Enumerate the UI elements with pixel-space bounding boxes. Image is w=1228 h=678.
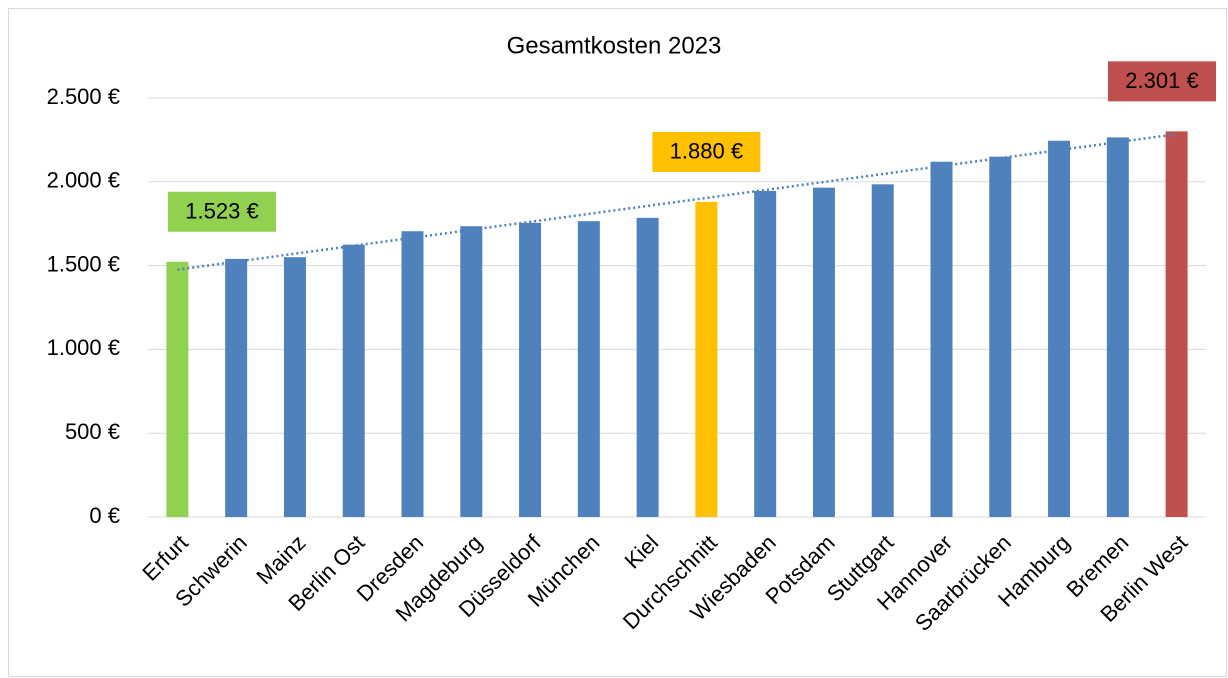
y-tick-label: 2.500 € bbox=[47, 84, 120, 109]
bar bbox=[166, 261, 189, 517]
bar bbox=[1106, 137, 1129, 518]
value-label: 1.523 € bbox=[185, 199, 258, 224]
value-label-box bbox=[168, 191, 276, 232]
y-tick-label: 1.000 € bbox=[47, 335, 120, 360]
bar bbox=[812, 187, 835, 517]
y-tick-label: 1.500 € bbox=[47, 251, 120, 276]
value-label: 1.880 € bbox=[670, 139, 743, 164]
value-label-box bbox=[1108, 61, 1216, 102]
bar bbox=[754, 191, 777, 517]
bar bbox=[1048, 140, 1071, 517]
bar bbox=[519, 222, 542, 517]
bar bbox=[871, 184, 894, 517]
value-label-group: 1.880 € bbox=[652, 131, 761, 172]
bar bbox=[577, 221, 600, 517]
bar bbox=[930, 161, 953, 518]
value-label-group: 2.301 € bbox=[1108, 61, 1216, 102]
bar bbox=[460, 226, 483, 518]
trendline bbox=[177, 132, 1177, 271]
bar bbox=[342, 244, 365, 517]
bar bbox=[283, 257, 306, 517]
value-label-box bbox=[652, 131, 761, 172]
bar bbox=[989, 156, 1012, 517]
y-tick-label: 500 € bbox=[65, 419, 120, 444]
chart-title: Gesamtkosten 2023 bbox=[507, 32, 722, 59]
bar bbox=[225, 258, 248, 517]
value-label-group: 1.523 € bbox=[168, 191, 276, 232]
bar bbox=[695, 201, 718, 518]
y-tick-label: 2.000 € bbox=[47, 168, 120, 193]
y-tick-label: 0 € bbox=[89, 503, 120, 528]
bar bbox=[401, 231, 424, 517]
chart-frame bbox=[8, 8, 1227, 677]
bar bbox=[636, 217, 659, 518]
bar bbox=[1165, 131, 1188, 517]
value-label: 2.301 € bbox=[1125, 68, 1198, 93]
